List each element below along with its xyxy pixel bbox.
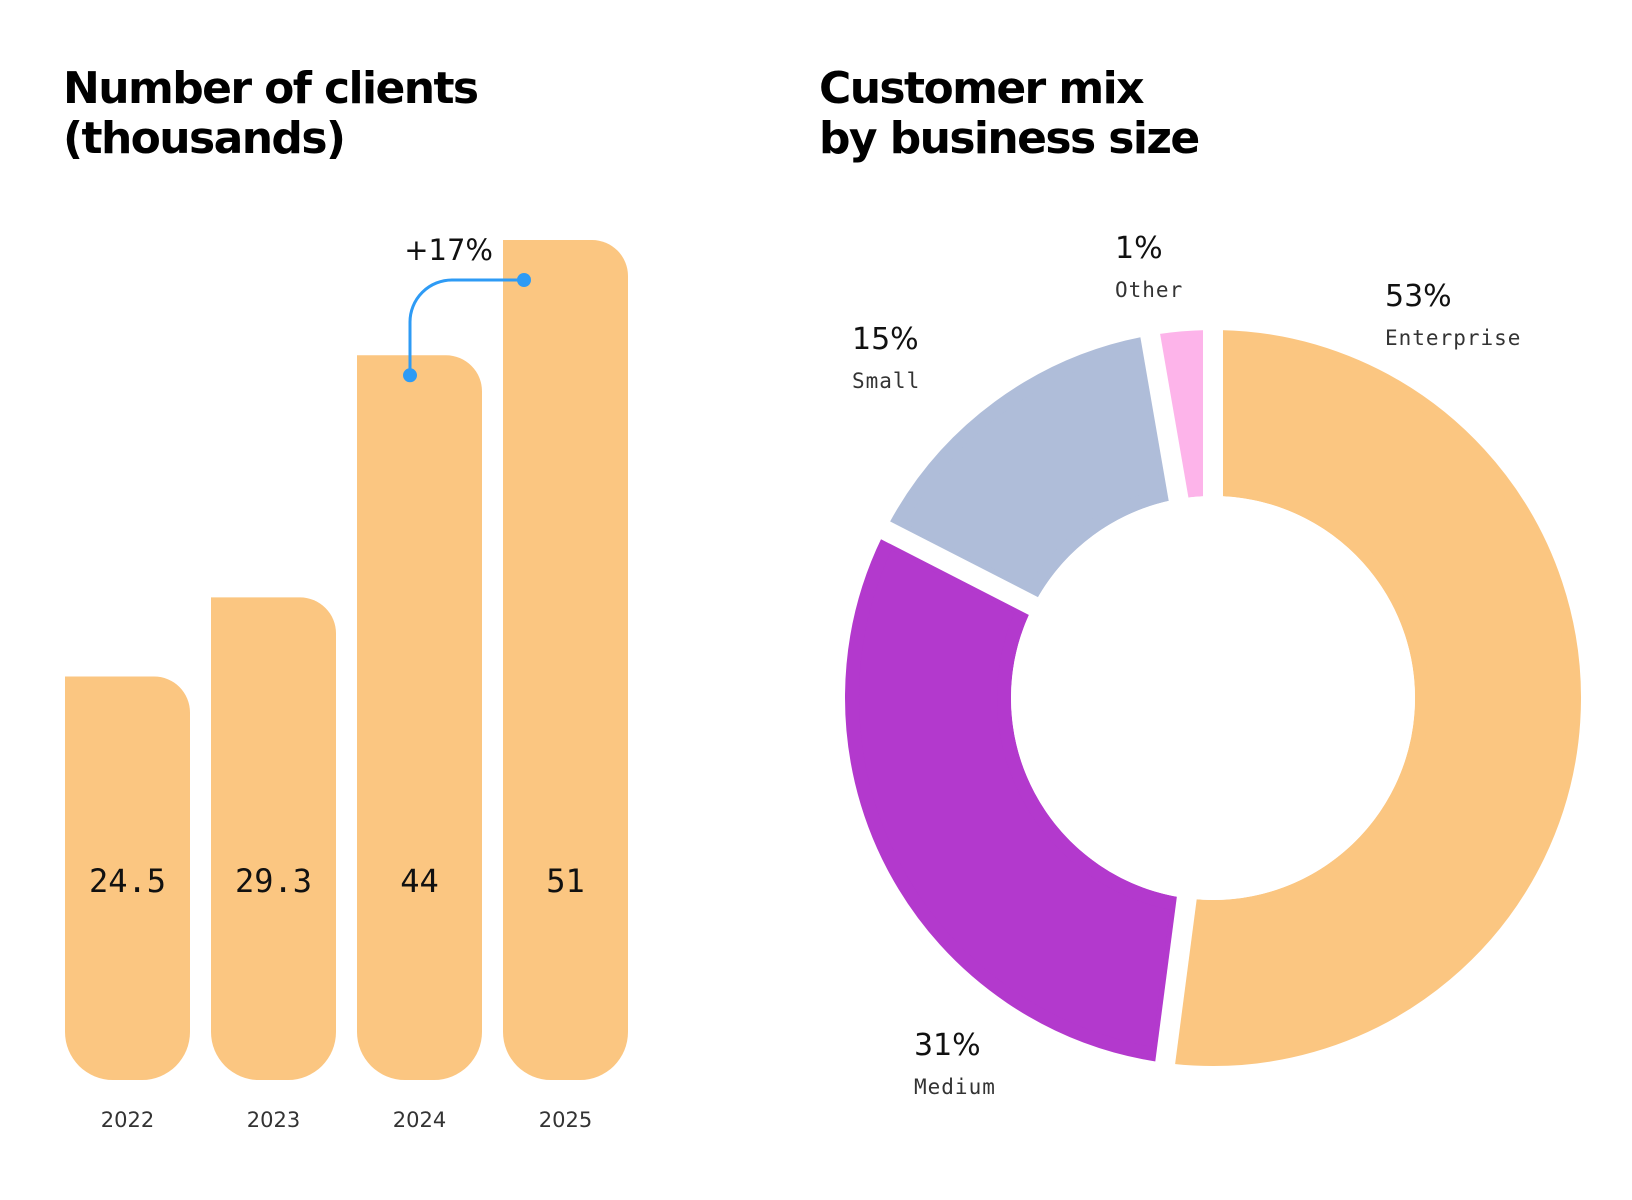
bar-2024 [357,355,482,1080]
slice-name-label: Other [1115,278,1183,302]
x-tick-label: 2025 [539,1108,592,1132]
growth-annotation-label: +17% [404,233,493,267]
slice-gap [1153,884,1199,1078]
bar-chart: 24.5 2022 29.3 2023 44 2024 51 2025 +17% [65,233,628,1132]
donut-slice-enterprise [1167,330,1581,1066]
donut-slice-other [1152,330,1212,498]
slice-gap [869,515,1050,621]
x-tick-label: 2022 [101,1108,154,1132]
donut-chart-title-line-1: Customer mix [819,63,1144,114]
bar-value-label: 51 [546,862,585,900]
bar-value-label: 29.3 [235,862,312,900]
growth-connector-line [408,278,524,376]
x-tick-label: 2024 [393,1108,446,1132]
donut-hole [1011,496,1415,900]
donut-chart-title-line-2: by business size [819,113,1200,164]
x-tick-label: 2023 [247,1108,300,1132]
slice-percent-label: 15% [852,322,919,357]
bar-chart-title-line-1: Number of clients [63,63,479,114]
slice-name-label: Small [852,369,920,393]
slice-percent-label: 1% [1115,231,1163,266]
bar-chart-title-line-2: (thousands) [63,113,346,164]
bar-value-label: 24.5 [89,862,166,900]
bar-chart-title: Number of clients (thousands) [63,63,479,164]
bar-2023 [211,597,336,1080]
bar-2025 [503,240,628,1080]
slice-percent-label: 53% [1385,279,1452,314]
bar-value-label: 44 [400,862,439,900]
bar-2022 [65,676,190,1080]
donut-slice-small [888,336,1177,603]
slice-gap [1138,320,1191,514]
donut-slice-medium [845,533,1185,1062]
slice-name-label: Medium [914,1075,996,1099]
connector-start-dot [403,368,417,383]
slice-name-label: Enterprise [1385,326,1521,350]
connector-end-dot [517,273,531,287]
donut-chart-title: Customer mix by business size [819,63,1200,164]
slice-percent-label: 31% [914,1028,981,1063]
